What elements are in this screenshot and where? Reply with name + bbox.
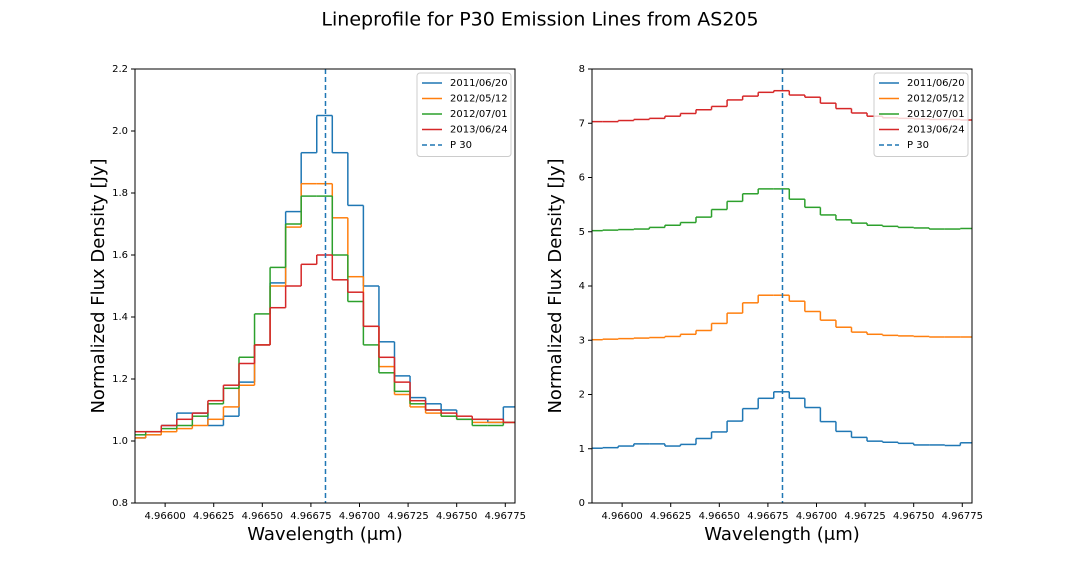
y-tick-label: 1.6 [112, 250, 128, 261]
y-tick-label: 1.0 [112, 436, 128, 447]
plot-area [592, 69, 972, 503]
axes: 4.96600 4.96625 4.96650 4.96675 4.96700 4.967… [88, 64, 526, 545]
series [592, 391, 972, 449]
y-tick-label: 2.0 [112, 126, 128, 137]
legend-label: 2012/07/01 [907, 109, 965, 120]
legend-label: 2012/05/12 [907, 94, 965, 105]
y-tick-label: 2 [579, 390, 585, 401]
figure-title: Lineprofile for P30 Emission Lines from … [321, 9, 758, 31]
y-axis-label: Normalized Flux Density [Jy] [88, 158, 109, 413]
series [135, 195, 515, 436]
axes-frame [134, 68, 516, 504]
legend-label: P 30 [907, 140, 929, 151]
y-tick-label: 0 [579, 498, 585, 509]
series [135, 182, 515, 439]
y-tick-label: 1 [579, 444, 585, 455]
legend-label: 2013/06/24 [450, 125, 508, 136]
x-tick-label: 4.96600 [601, 511, 642, 522]
y-tick-label: 1.2 [112, 374, 128, 385]
x-tick-label: 4.96675 [747, 511, 788, 522]
x-tick-label: 4.96725 [387, 511, 428, 522]
x-tick-label: 4.96750 [893, 511, 934, 522]
x-tick-label: 4.96625 [650, 511, 691, 522]
x-tick-label: 4.96725 [844, 511, 885, 522]
x-tick-label: 4.96600 [144, 511, 185, 522]
axes: 4.96600 4.96625 4.96650 4.96675 4.96700 4.967… [545, 64, 983, 545]
legend: 2011/06/20 2012/05/12 2012/07/01 2013/06/24… [416, 72, 512, 157]
x-axis-label: Wavelength (μm) [704, 524, 860, 545]
legend-label: 2012/07/01 [450, 109, 508, 120]
y-tick-label: 5 [579, 227, 585, 238]
legend-label: P 30 [450, 140, 472, 151]
y-tick-label: 0.8 [112, 498, 128, 509]
x-tick-label: 4.96775 [485, 511, 526, 522]
legend-label: 2012/05/12 [450, 94, 508, 105]
series [135, 114, 515, 439]
x-tick-label: 4.96775 [942, 511, 983, 522]
legend-label: 2011/06/20 [450, 78, 508, 89]
series [592, 294, 972, 341]
y-tick-label: 8 [579, 64, 585, 75]
x-axis-label: Wavelength (μm) [247, 524, 403, 545]
legend-label: 2013/06/24 [907, 125, 965, 136]
legend-box [873, 72, 969, 157]
series [135, 254, 515, 433]
x-tick-label: 4.96750 [436, 511, 477, 522]
y-tick-label: 4 [579, 281, 585, 292]
plot-area [135, 69, 515, 503]
x-tick-label: 4.96675 [290, 511, 331, 522]
x-tick-label: 4.96700 [339, 511, 380, 522]
y-tick-label: 6 [579, 173, 585, 184]
y-tick-label: 7 [579, 118, 585, 129]
y-axis-label: Normalized Flux Density [Jy] [545, 158, 566, 413]
legend-box [416, 72, 512, 157]
x-tick-label: 4.96650 [699, 511, 740, 522]
y-tick-label: 2.2 [112, 64, 128, 75]
y-tick-label: 1.8 [112, 188, 128, 199]
legend: 2011/06/20 2012/05/12 2012/07/01 2013/06/24… [873, 72, 969, 157]
y-tick-label: 3 [579, 335, 585, 346]
x-tick-label: 4.96650 [242, 511, 283, 522]
legend-label: 2011/06/20 [907, 78, 965, 89]
x-tick-label: 4.96700 [796, 511, 837, 522]
y-tick-label: 1.4 [112, 312, 128, 323]
series [592, 188, 972, 232]
axes-frame [591, 68, 973, 504]
x-tick-label: 4.96625 [193, 511, 234, 522]
